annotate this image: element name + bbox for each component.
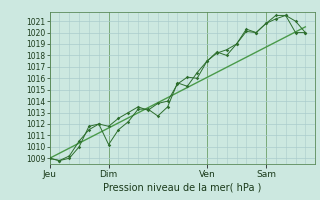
X-axis label: Pression niveau de la mer( hPa ): Pression niveau de la mer( hPa ) xyxy=(103,183,261,193)
